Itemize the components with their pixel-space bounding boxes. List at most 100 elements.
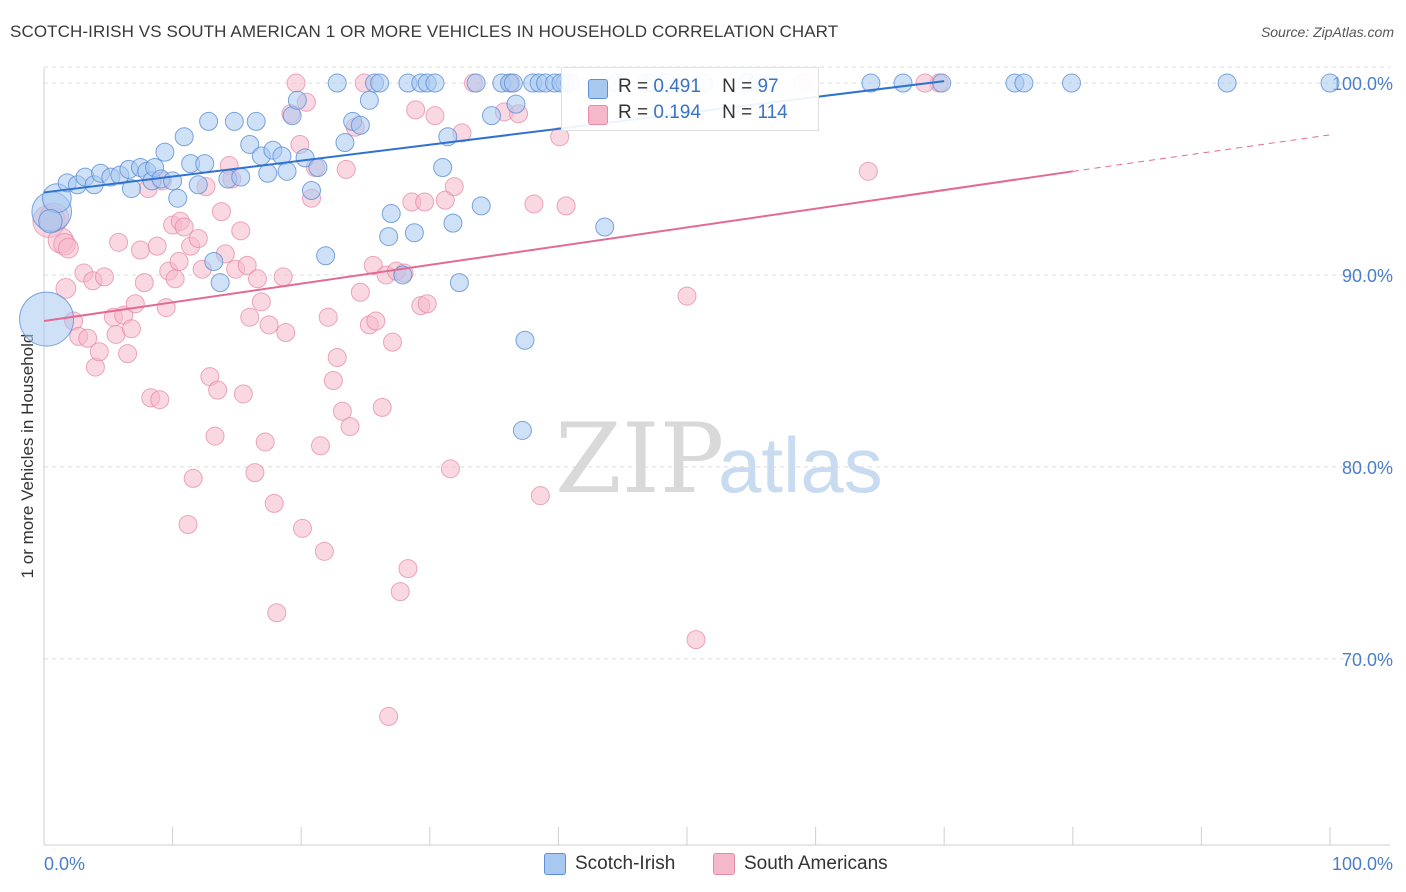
south-americans-point [205, 426, 225, 446]
south-americans-point [78, 328, 98, 348]
south-americans-point [435, 190, 455, 210]
scotch-irish-point [188, 175, 208, 195]
scotch-irish-legend-swatch [544, 853, 566, 875]
south-americans-trend-line [43, 170, 1073, 323]
source-label: Source: ZipAtlas.com [1260, 24, 1394, 40]
south-americans-point [314, 541, 334, 561]
south-americans-point [524, 194, 544, 214]
south-americans-point [150, 390, 170, 410]
south-americans-point [556, 196, 576, 216]
south-americans-point [233, 384, 253, 404]
scotch-irish-point [443, 213, 463, 233]
x-tick-label: 0.0% [44, 854, 85, 874]
scotch-irish-point [204, 252, 224, 272]
south-americans-point [211, 202, 231, 222]
south-americans-point [327, 347, 347, 367]
south-americans-point [134, 273, 154, 293]
scotch-irish-point [359, 90, 379, 110]
south-americans-point [208, 380, 228, 400]
scotch-irish-point [370, 73, 390, 93]
y-axis-label: 1 or more Vehicles in Household [18, 334, 37, 579]
scotch-irish-point [246, 111, 266, 131]
n-label: N = [722, 102, 753, 123]
south-americans-point [276, 323, 296, 343]
scotch-irish-point [512, 420, 532, 440]
scotch-irish-point [240, 134, 260, 154]
scotch-irish-point [163, 171, 183, 191]
x-tick-label: 100.0% [1332, 854, 1393, 874]
stats-legend: R = 0.491 N = 97 R = 0.194 N = 114 [561, 67, 819, 131]
scotch-irish-point [1320, 73, 1340, 93]
south-americans-point [147, 236, 167, 256]
r-label: R = [618, 102, 649, 123]
scotch-irish-point [258, 163, 278, 183]
south-americans-point [383, 332, 403, 352]
south-americans-point [165, 269, 185, 289]
scotch-irish-point [210, 273, 230, 293]
scotch-irish-point [38, 209, 63, 234]
y-tick-label: 80.0% [1342, 458, 1393, 478]
scotch-irish-point [168, 188, 188, 208]
south-americans-trend-extension [1072, 134, 1331, 172]
south-americans-point [188, 228, 208, 248]
south-americans-point [677, 286, 697, 306]
south-americans-point [366, 311, 386, 331]
chart-title: SCOTCH-IRISH VS SOUTH AMERICAN 1 OR MORE… [10, 22, 839, 41]
south-americans-point [183, 468, 203, 488]
scotch-irish-point [379, 227, 399, 247]
y-tick-label: 70.0% [1342, 650, 1393, 670]
scotch-irish-point [1217, 73, 1237, 93]
south-americans-point [398, 559, 418, 579]
scotch-irish-point [381, 204, 401, 224]
scotch-irish-point [425, 73, 445, 93]
south-americans-legend-label: South Americans [744, 853, 888, 874]
south-americans-point [174, 217, 194, 237]
south-americans-point [55, 277, 77, 299]
scotch-irish-point [295, 148, 315, 168]
scotch-irish-point [174, 127, 194, 147]
r-value: 0.491 [653, 76, 701, 97]
scotch-irish-point [301, 181, 321, 201]
y-tick-labels: 70.0% 80.0% 90.0% 100.0% [1332, 74, 1393, 670]
scotch-irish-point [335, 133, 355, 153]
south-americans-point [130, 240, 150, 260]
scotch-irish-point [195, 154, 215, 174]
south-americans-point [336, 159, 356, 179]
y-tick-label: 100.0% [1332, 74, 1393, 94]
grid [43, 66, 1390, 845]
south-americans-point [231, 221, 251, 241]
south-americans-point [363, 255, 383, 275]
south-americans-point [178, 514, 198, 534]
south-americans-point [318, 307, 338, 327]
south-americans-point [858, 161, 878, 181]
scotch-irish-point [277, 161, 297, 181]
south-americans-point [58, 237, 79, 259]
scotch-irish-point [449, 273, 469, 293]
south-americans-point [245, 463, 265, 483]
scotch-irish-point [287, 90, 307, 110]
south-americans-point [118, 344, 138, 364]
scotch-irish-point [506, 94, 526, 114]
south-americans-point [286, 73, 306, 93]
scotch-irish-point [466, 73, 486, 93]
scotch-irish-point [121, 179, 141, 199]
south-americans-point [372, 397, 392, 417]
south-americans-legend-swatch [713, 853, 735, 875]
south-americans-point [240, 307, 260, 327]
scotch-irish-point [861, 73, 881, 93]
south-americans-point [686, 630, 706, 650]
scotch-irish-swatch [588, 79, 608, 99]
south-americans-point [169, 252, 189, 272]
south-americans-point [89, 342, 109, 362]
south-americans-swatch [588, 105, 608, 125]
south-americans-point [406, 100, 426, 120]
scotch-irish-point [308, 157, 328, 177]
south-americans-point [292, 518, 312, 538]
south-americans-point [255, 432, 275, 452]
scotch-irish-point [893, 73, 913, 93]
south-americans-point [440, 459, 460, 479]
south-americans-point [350, 282, 370, 302]
south-americans-point [530, 486, 550, 506]
south-americans-point [444, 177, 464, 197]
